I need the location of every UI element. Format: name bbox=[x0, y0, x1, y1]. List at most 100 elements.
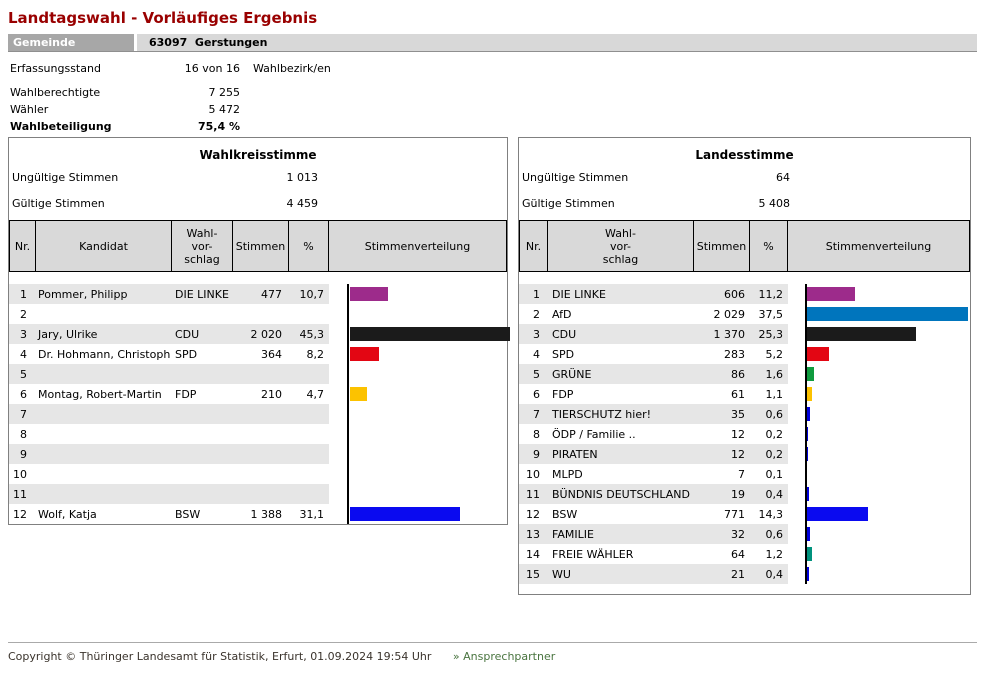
table-row: 7 TIERSCHUTZ hier! 35 0,6 bbox=[519, 404, 970, 424]
cell-nr: 12 bbox=[13, 507, 27, 521]
table-row: 2 bbox=[9, 304, 507, 324]
cell-partei: SPD bbox=[552, 347, 575, 361]
table-row: 4 SPD 283 5,2 bbox=[519, 344, 970, 364]
cell-pct: 0,6 bbox=[765, 527, 784, 541]
cell-stimmen: 606 bbox=[724, 287, 745, 301]
valid-votes-row: Gültige Stimmen 5 408 bbox=[519, 196, 970, 210]
wahlbeteiligung-label: Wahlbeteiligung bbox=[10, 119, 112, 133]
bar-cell bbox=[788, 404, 970, 424]
cell-stimmen: 7 bbox=[738, 467, 745, 481]
table-row: 9 PIRATEN 12 0,2 bbox=[519, 444, 970, 464]
cell-stimmen: 21 bbox=[731, 567, 745, 581]
table-row: 2 AfD 2 029 37,5 bbox=[519, 304, 970, 324]
vote-share-bar bbox=[350, 347, 379, 361]
cell-nr: 15 bbox=[526, 567, 540, 581]
erfassungsstand-label: Erfassungsstand bbox=[10, 61, 101, 75]
cell-stimmen: 12 bbox=[731, 447, 745, 461]
cell-stimmen: 12 bbox=[731, 427, 745, 441]
cell-pct: 31,1 bbox=[299, 507, 325, 521]
bar-cell bbox=[329, 384, 507, 404]
invalid-votes-label: Ungültige Stimmen bbox=[522, 170, 629, 184]
table-header: Nr. Kandidat Wahl- vor- schlag Stimmen %… bbox=[9, 220, 507, 272]
table-row: 8 ÖDP / Familie .. 12 0,2 bbox=[519, 424, 970, 444]
col-header-stimmen: Stimmen bbox=[693, 220, 750, 272]
bar-cell bbox=[329, 304, 507, 324]
vote-share-bar bbox=[807, 527, 810, 541]
cell-partei: ÖDP / Familie .. bbox=[552, 427, 636, 441]
invalid-votes-label: Ungültige Stimmen bbox=[12, 170, 119, 184]
bar-cell bbox=[788, 424, 970, 444]
vote-share-bar bbox=[807, 347, 829, 361]
row-cells: 8 ÖDP / Familie .. 12 0,2 bbox=[519, 424, 788, 444]
waehler-value: 5 472 bbox=[208, 102, 241, 116]
col-header-wahlvorschlag: Wahl- vor- schlag bbox=[171, 220, 233, 272]
cell-stimmen: 283 bbox=[724, 347, 745, 361]
table-row: 12 Wolf, Katja BSW 1 388 31,1 bbox=[9, 504, 507, 524]
gemeinde-label: Gemeinde bbox=[8, 34, 134, 51]
bar-cell bbox=[788, 564, 970, 584]
bar-cell bbox=[788, 304, 970, 324]
cell-stimmen: 64 bbox=[731, 547, 745, 561]
invalid-votes-row: Ungültige Stimmen 1 013 bbox=[9, 170, 507, 184]
row-cells: 1 DIE LINKE 606 11,2 bbox=[519, 284, 788, 304]
cell-partei: FREIE WÄHLER bbox=[552, 547, 634, 561]
table-row: 1 DIE LINKE 606 11,2 bbox=[519, 284, 970, 304]
cell-nr: 14 bbox=[526, 547, 540, 561]
cell-kandidat: Jary, Ulrike bbox=[38, 327, 98, 341]
cell-nr: 6 bbox=[533, 387, 540, 401]
row-cells: 7 bbox=[9, 404, 329, 424]
vote-share-bar bbox=[807, 327, 916, 341]
col-header-stimmen: Stimmen bbox=[232, 220, 289, 272]
table-row: 1 Pommer, Philipp DIE LINKE 477 10,7 bbox=[9, 284, 507, 304]
erfassungsstand-value: 16 von 16 bbox=[184, 61, 240, 75]
gemeinde-value: 63097 Gerstungen bbox=[137, 34, 977, 51]
row-cells: 14 FREIE WÄHLER 64 1,2 bbox=[519, 544, 788, 564]
vote-share-bar bbox=[807, 507, 868, 521]
cell-stimmen: 86 bbox=[731, 367, 745, 381]
cell-pct: 4,7 bbox=[306, 387, 325, 401]
table-row: 5 bbox=[9, 364, 507, 384]
cell-pct: 25,3 bbox=[758, 327, 784, 341]
row-cells: 13 FAMILIE 32 0,6 bbox=[519, 524, 788, 544]
cell-kandidat: Wolf, Katja bbox=[38, 507, 97, 521]
cell-nr: 13 bbox=[526, 527, 540, 541]
table-row: 3 CDU 1 370 25,3 bbox=[519, 324, 970, 344]
vote-share-bar bbox=[807, 407, 810, 421]
bar-cell bbox=[329, 284, 507, 304]
bar-cell bbox=[329, 324, 510, 344]
cell-stimmen: 1 388 bbox=[250, 507, 283, 521]
bar-chart-axis bbox=[805, 284, 807, 584]
valid-votes-value: 4 459 bbox=[286, 196, 319, 210]
valid-votes-value: 5 408 bbox=[758, 196, 791, 210]
bar-cell bbox=[788, 464, 970, 484]
cell-partei: MLPD bbox=[552, 467, 583, 481]
row-cells: 8 bbox=[9, 424, 329, 444]
bar-cell bbox=[788, 364, 970, 384]
invalid-votes-row: Ungültige Stimmen 64 bbox=[519, 170, 970, 184]
cell-stimmen: 210 bbox=[261, 387, 282, 401]
ansprechpartner-link[interactable]: » Ansprechpartner bbox=[452, 650, 556, 663]
row-cells: 6 Montag, Robert-Martin FDP 210 4,7 bbox=[9, 384, 329, 404]
col-header-prozent: % bbox=[749, 220, 788, 272]
cell-partei: FDP bbox=[175, 387, 197, 401]
row-cells: 4 Dr. Hohmann, Christoph SPD 364 8,2 bbox=[9, 344, 329, 364]
cell-pct: 0,2 bbox=[765, 427, 784, 441]
table-row: 8 bbox=[9, 424, 507, 444]
page-title: Landtagswahl - Vorläufiges Ergebnis bbox=[8, 9, 318, 27]
col-header-nr: Nr. bbox=[9, 220, 36, 272]
cell-partei: AfD bbox=[552, 307, 572, 321]
cell-nr: 8 bbox=[533, 427, 540, 441]
cell-kandidat: Pommer, Philipp bbox=[38, 287, 128, 301]
table-row: 14 FREIE WÄHLER 64 1,2 bbox=[519, 544, 970, 564]
cell-pct: 1,1 bbox=[765, 387, 784, 401]
waehler-row: Wähler 5 472 bbox=[8, 102, 977, 116]
bar-chart-axis bbox=[347, 284, 349, 524]
cell-nr: 5 bbox=[20, 367, 27, 381]
table-rows: 1 Pommer, Philipp DIE LINKE 477 10,7 2 3 Jary, … bbox=[9, 284, 510, 524]
table-row: 11 bbox=[9, 484, 507, 504]
vote-share-bar bbox=[807, 427, 808, 441]
bar-cell bbox=[329, 404, 507, 424]
vote-share-bar bbox=[807, 447, 808, 461]
bar-cell bbox=[329, 364, 507, 384]
table-row: 10 MLPD 7 0,1 bbox=[519, 464, 970, 484]
